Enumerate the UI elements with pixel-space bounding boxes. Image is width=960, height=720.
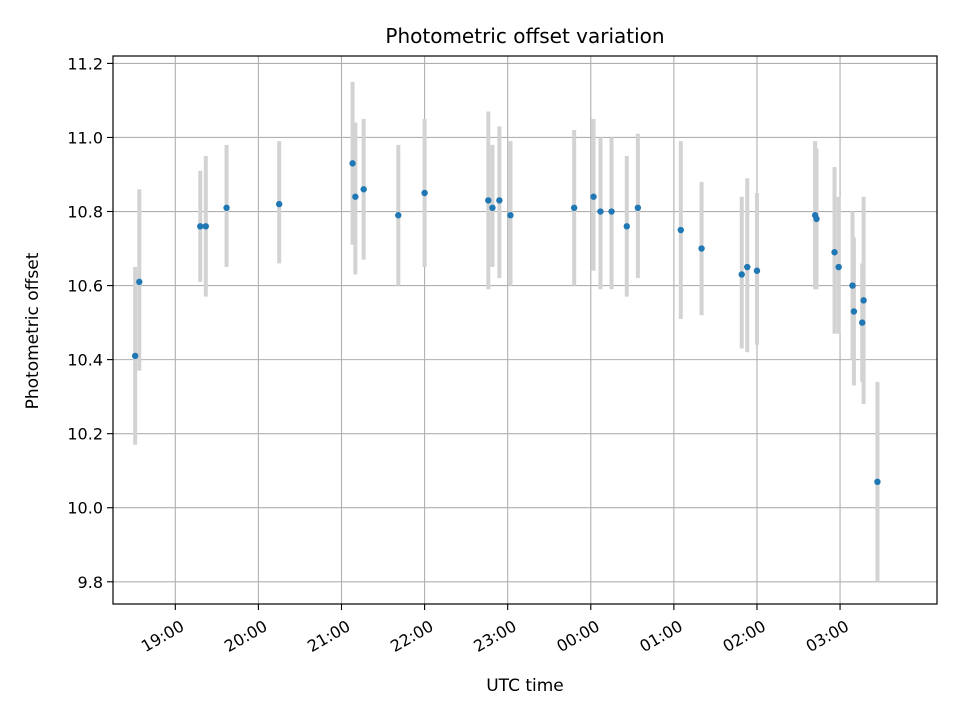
- y-axis-title: Photometric offset: [23, 252, 43, 409]
- data-point: [813, 215, 820, 223]
- data-point: [597, 208, 604, 215]
- data-point: [698, 245, 705, 252]
- data-point: [744, 263, 751, 271]
- y-tick-label: 10.2: [67, 425, 103, 444]
- data-point: [570, 204, 578, 212]
- data-point: [738, 271, 745, 278]
- data-point: [874, 478, 881, 486]
- plot-frame: [112, 55, 938, 605]
- x-axis-title: UTC time: [486, 676, 564, 696]
- data-point: [590, 193, 597, 200]
- data-point: [850, 308, 858, 315]
- data-point: [136, 278, 143, 286]
- data-point: [677, 226, 684, 234]
- data-point: [131, 352, 139, 360]
- data-point: [849, 282, 856, 289]
- data-point: [860, 297, 867, 304]
- data-point: [485, 197, 492, 204]
- data-point: [634, 204, 642, 212]
- data-point: [859, 319, 866, 326]
- data-point: [275, 200, 283, 208]
- data-point: [349, 160, 356, 167]
- data-point: [753, 267, 761, 274]
- y-tick-label: 10.4: [67, 351, 103, 370]
- y-axis: 9.8 10.0 10.2 10.4 10.6 10.8 11.0 11.2: [67, 54, 113, 592]
- data-point: [421, 189, 428, 197]
- data-point: [223, 204, 230, 212]
- y-tick-label: 10.8: [67, 203, 103, 222]
- y-tick-label: 9.8: [78, 573, 103, 592]
- y-tick-label: 11.0: [67, 128, 103, 147]
- data-point: [489, 204, 496, 212]
- grid: [113, 56, 937, 604]
- y-tick-label: 10.6: [67, 277, 103, 296]
- chart-title: Photometric offset variation: [385, 24, 664, 48]
- data-points: [131, 160, 881, 486]
- data-point: [360, 186, 367, 193]
- data-point: [352, 193, 359, 200]
- data-point: [496, 197, 503, 204]
- y-tick-label: 11.2: [67, 54, 103, 73]
- data-point: [623, 223, 630, 230]
- data-point: [835, 263, 842, 271]
- data-point: [395, 212, 402, 219]
- y-tick-label: 10.0: [67, 499, 103, 518]
- data-point: [507, 212, 514, 219]
- data-point: [608, 208, 615, 215]
- data-point: [831, 249, 838, 256]
- data-point: [202, 223, 209, 230]
- data-point: [197, 223, 204, 230]
